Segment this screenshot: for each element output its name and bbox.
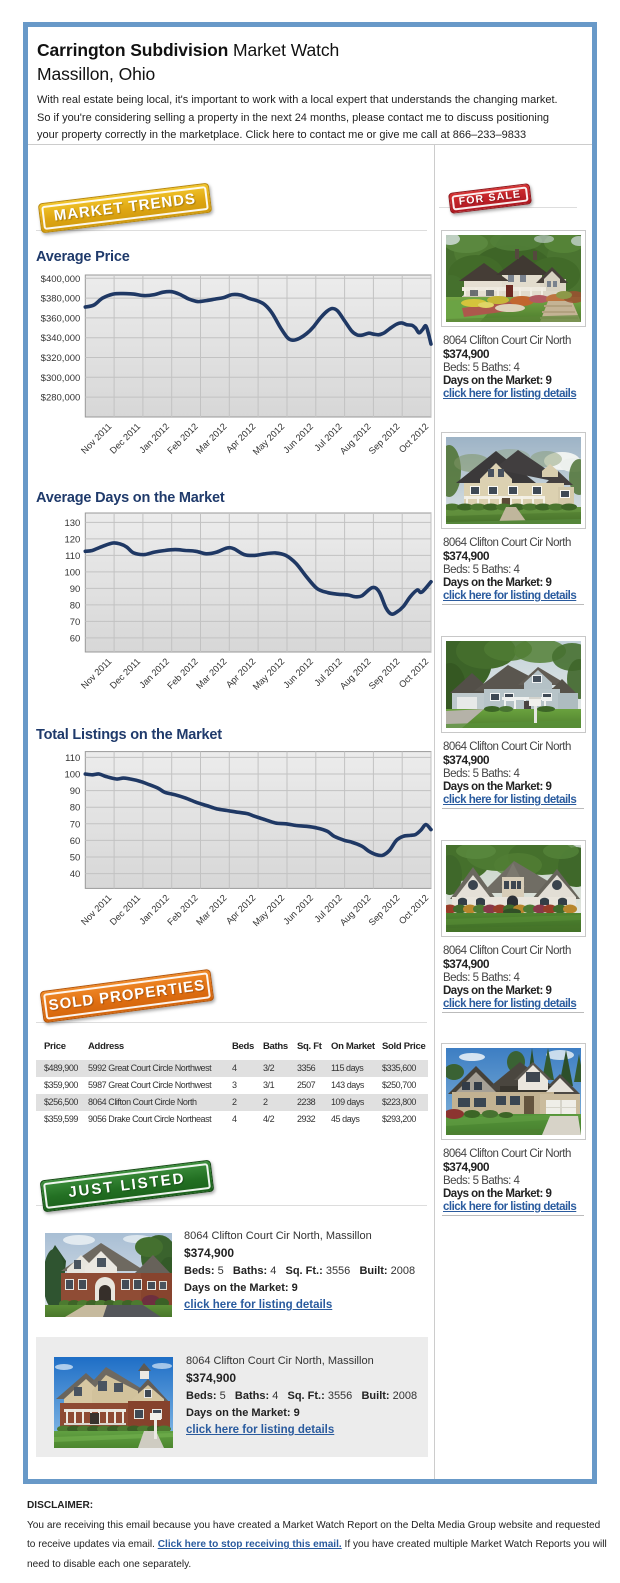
svg-text:Sep 2012: Sep 2012 [367,421,402,456]
svg-text:Oct 2012: Oct 2012 [397,893,430,926]
svg-text:Mar 2012: Mar 2012 [194,656,229,691]
svg-text:Nov 2011: Nov 2011 [79,893,113,927]
svg-text:Nov 2011: Nov 2011 [79,656,113,690]
svg-text:50: 50 [70,853,81,864]
svg-text:100: 100 [64,567,80,578]
svg-text:Sep 2012: Sep 2012 [367,656,402,691]
svg-text:Sep 2012: Sep 2012 [367,893,402,928]
svg-text:40: 40 [70,869,81,880]
svg-text:Mar 2012: Mar 2012 [194,421,229,456]
svg-text:$340,000: $340,000 [41,333,81,344]
svg-text:Dec 2011: Dec 2011 [108,656,142,690]
svg-text:Mar 2012: Mar 2012 [194,893,229,928]
svg-text:Oct 2012: Oct 2012 [397,421,430,454]
svg-text:$280,000: $280,000 [41,393,81,404]
svg-text:90: 90 [70,786,81,797]
svg-text:Jun 2012: Jun 2012 [281,656,315,690]
svg-text:Jun 2012: Jun 2012 [281,421,315,455]
svg-text:60: 60 [70,836,81,847]
svg-text:$380,000: $380,000 [41,294,81,305]
svg-text:70: 70 [70,819,81,830]
svg-text:$320,000: $320,000 [41,353,81,364]
svg-text:May 2012: May 2012 [251,656,287,692]
svg-text:May 2012: May 2012 [251,893,287,929]
svg-text:110: 110 [65,753,80,764]
svg-text:$360,000: $360,000 [41,313,81,324]
svg-text:Oct 2012: Oct 2012 [397,656,430,689]
svg-text:80: 80 [70,803,81,814]
svg-text:May 2012: May 2012 [251,421,287,457]
svg-text:110: 110 [65,551,80,562]
svg-text:Jun 2012: Jun 2012 [281,893,315,927]
svg-text:Nov 2011: Nov 2011 [79,421,113,455]
svg-text:120: 120 [64,534,80,545]
svg-text:80: 80 [70,600,81,611]
svg-text:70: 70 [70,617,81,628]
svg-text:Dec 2011: Dec 2011 [108,421,142,455]
svg-text:60: 60 [70,633,81,644]
svg-text:100: 100 [64,770,80,781]
svg-text:130: 130 [64,518,80,529]
svg-text:$300,000: $300,000 [41,373,81,384]
svg-text:Dec 2011: Dec 2011 [108,893,142,927]
svg-text:90: 90 [70,584,81,595]
svg-text:$400,000: $400,000 [41,274,81,285]
